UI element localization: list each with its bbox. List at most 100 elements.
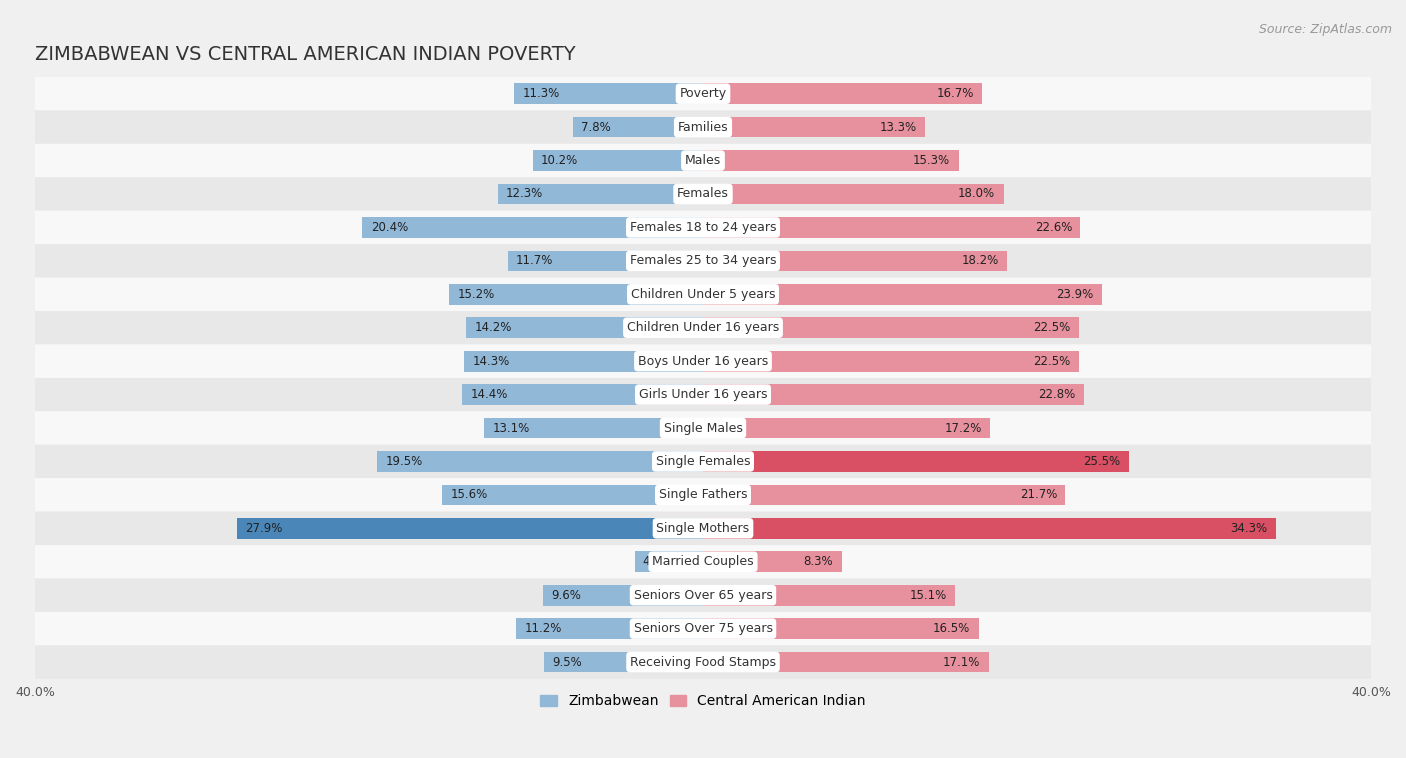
FancyBboxPatch shape xyxy=(35,445,1371,478)
Bar xyxy=(703,284,1102,305)
FancyBboxPatch shape xyxy=(35,311,1371,344)
Bar xyxy=(703,451,1129,471)
Bar xyxy=(516,619,703,639)
Text: Females 25 to 34 years: Females 25 to 34 years xyxy=(630,255,776,268)
FancyBboxPatch shape xyxy=(35,545,1371,578)
Text: 11.3%: 11.3% xyxy=(523,87,560,100)
Text: 15.3%: 15.3% xyxy=(912,154,950,167)
Text: 9.5%: 9.5% xyxy=(553,656,582,669)
Bar xyxy=(703,150,959,171)
Text: 17.1%: 17.1% xyxy=(943,656,980,669)
Text: Single Mothers: Single Mothers xyxy=(657,522,749,535)
Bar xyxy=(703,250,1007,271)
Text: Children Under 5 years: Children Under 5 years xyxy=(631,288,775,301)
Text: Females: Females xyxy=(678,187,728,201)
Bar xyxy=(238,518,703,539)
Text: 7.8%: 7.8% xyxy=(581,121,610,133)
Text: 8.3%: 8.3% xyxy=(804,556,834,568)
Bar xyxy=(703,619,979,639)
Bar xyxy=(498,183,703,205)
Text: Families: Families xyxy=(678,121,728,133)
Bar xyxy=(703,183,1004,205)
Text: ZIMBABWEAN VS CENTRAL AMERICAN INDIAN POVERTY: ZIMBABWEAN VS CENTRAL AMERICAN INDIAN PO… xyxy=(35,45,575,64)
FancyBboxPatch shape xyxy=(35,378,1371,412)
Text: 21.7%: 21.7% xyxy=(1019,488,1057,501)
Text: 9.6%: 9.6% xyxy=(551,589,581,602)
FancyBboxPatch shape xyxy=(35,344,1371,378)
FancyBboxPatch shape xyxy=(35,645,1371,678)
Text: 10.2%: 10.2% xyxy=(541,154,578,167)
Text: 16.5%: 16.5% xyxy=(934,622,970,635)
Bar xyxy=(703,585,955,606)
Text: 22.8%: 22.8% xyxy=(1038,388,1076,401)
Text: 25.5%: 25.5% xyxy=(1084,455,1121,468)
Text: 11.7%: 11.7% xyxy=(516,255,554,268)
Text: 4.1%: 4.1% xyxy=(643,556,672,568)
Text: 22.6%: 22.6% xyxy=(1035,221,1073,234)
Bar xyxy=(703,318,1078,338)
FancyBboxPatch shape xyxy=(35,578,1371,612)
Bar xyxy=(533,150,703,171)
Bar xyxy=(703,384,1084,405)
Bar xyxy=(449,284,703,305)
Text: 20.4%: 20.4% xyxy=(371,221,408,234)
Text: Poverty: Poverty xyxy=(679,87,727,100)
Text: Boys Under 16 years: Boys Under 16 years xyxy=(638,355,768,368)
Bar xyxy=(463,384,703,405)
Text: 12.3%: 12.3% xyxy=(506,187,543,201)
Bar xyxy=(634,551,703,572)
FancyBboxPatch shape xyxy=(35,512,1371,545)
Text: Source: ZipAtlas.com: Source: ZipAtlas.com xyxy=(1258,23,1392,36)
FancyBboxPatch shape xyxy=(35,211,1371,244)
Bar xyxy=(703,217,1080,238)
Bar xyxy=(363,217,703,238)
Text: 14.3%: 14.3% xyxy=(472,355,510,368)
FancyBboxPatch shape xyxy=(35,177,1371,211)
Text: 13.1%: 13.1% xyxy=(492,421,530,434)
Bar xyxy=(544,652,703,672)
Text: 23.9%: 23.9% xyxy=(1056,288,1094,301)
Text: Children Under 16 years: Children Under 16 years xyxy=(627,321,779,334)
Bar xyxy=(377,451,703,471)
Text: 18.0%: 18.0% xyxy=(957,187,995,201)
Text: Seniors Over 65 years: Seniors Over 65 years xyxy=(634,589,772,602)
Bar xyxy=(703,484,1066,506)
Bar xyxy=(464,351,703,371)
Bar xyxy=(703,83,981,104)
Bar xyxy=(703,117,925,137)
Text: Single Fathers: Single Fathers xyxy=(659,488,747,501)
Bar xyxy=(515,83,703,104)
Bar xyxy=(703,518,1275,539)
FancyBboxPatch shape xyxy=(35,612,1371,645)
Bar xyxy=(572,117,703,137)
Bar xyxy=(703,652,988,672)
Text: 17.2%: 17.2% xyxy=(945,421,981,434)
FancyBboxPatch shape xyxy=(35,244,1371,277)
Text: 15.6%: 15.6% xyxy=(451,488,488,501)
Text: Seniors Over 75 years: Seniors Over 75 years xyxy=(634,622,772,635)
Text: 16.7%: 16.7% xyxy=(936,87,973,100)
FancyBboxPatch shape xyxy=(35,77,1371,111)
Text: Females 18 to 24 years: Females 18 to 24 years xyxy=(630,221,776,234)
Text: 22.5%: 22.5% xyxy=(1033,355,1070,368)
Text: 15.1%: 15.1% xyxy=(910,589,946,602)
Text: 14.2%: 14.2% xyxy=(474,321,512,334)
Text: 19.5%: 19.5% xyxy=(385,455,423,468)
Text: Receiving Food Stamps: Receiving Food Stamps xyxy=(630,656,776,669)
Text: 13.3%: 13.3% xyxy=(880,121,917,133)
FancyBboxPatch shape xyxy=(35,277,1371,311)
Legend: Zimbabwean, Central American Indian: Zimbabwean, Central American Indian xyxy=(534,689,872,714)
Text: 11.2%: 11.2% xyxy=(524,622,561,635)
Text: 18.2%: 18.2% xyxy=(962,255,998,268)
FancyBboxPatch shape xyxy=(35,478,1371,512)
Bar xyxy=(543,585,703,606)
Text: 27.9%: 27.9% xyxy=(246,522,283,535)
Text: 15.2%: 15.2% xyxy=(457,288,495,301)
Bar xyxy=(484,418,703,438)
FancyBboxPatch shape xyxy=(35,144,1371,177)
Bar xyxy=(703,418,990,438)
Bar xyxy=(508,250,703,271)
Text: 14.4%: 14.4% xyxy=(471,388,508,401)
Text: Males: Males xyxy=(685,154,721,167)
Bar xyxy=(465,318,703,338)
